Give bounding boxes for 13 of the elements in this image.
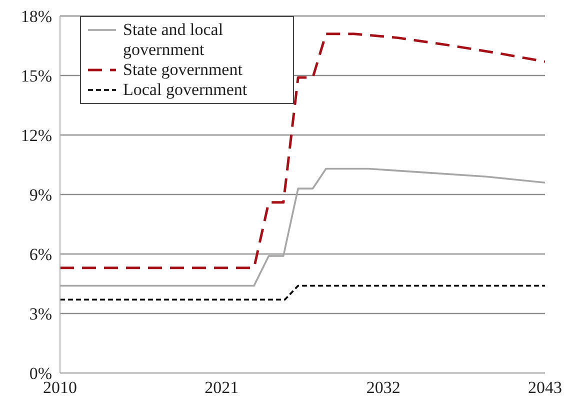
x-tick-label: 2010 — [43, 378, 77, 398]
y-tick-label: 3% — [29, 304, 52, 324]
x-tick-label: 2032 — [366, 378, 400, 398]
x-tick-label: 2021 — [204, 378, 239, 398]
y-tick-label: 12% — [20, 126, 52, 146]
y-tick-label: 15% — [20, 66, 52, 86]
y-tick-label: 9% — [29, 186, 52, 205]
y-tick-label: 18% — [20, 7, 52, 26]
x-tick-label: 2043 — [528, 378, 562, 398]
legend-label: State and local government — [123, 20, 224, 60]
legend-label: State government — [123, 60, 242, 80]
legend-label: Local government — [123, 80, 248, 100]
y-tick-label: 6% — [29, 245, 52, 264]
